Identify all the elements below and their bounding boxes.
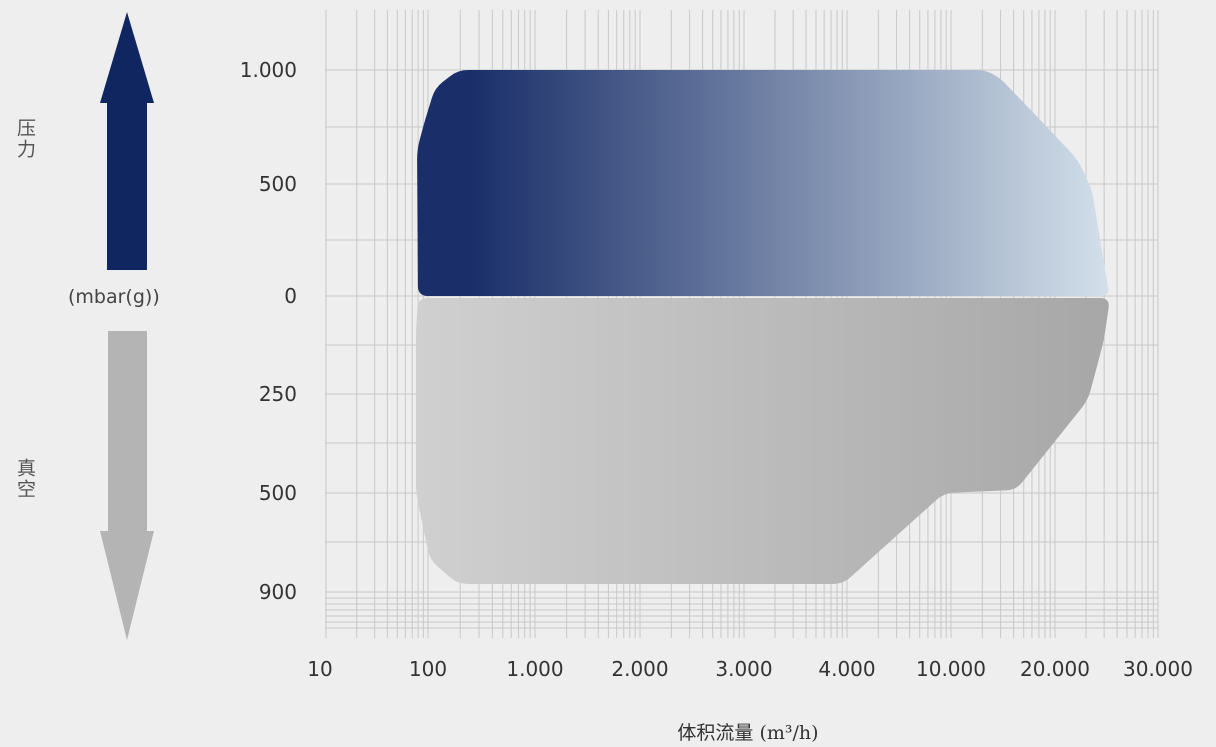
x-tick-label: 10: [307, 657, 332, 681]
vacuum-region: [416, 298, 1109, 584]
vacuum-arrow-icon: [100, 331, 154, 640]
pressure-label: 压力: [14, 118, 36, 160]
pressure-tick-label: 0: [284, 284, 297, 308]
x-tick-label: 2.000: [611, 657, 668, 681]
vacuum-tick-label: 500: [259, 481, 297, 505]
tick-labels: 10 100 1.000 2.000 3.000 4.000 10.000 20.000 30.…: [240, 58, 1193, 681]
x-tick-label: 4.000: [818, 657, 875, 681]
vacuum-tick-label: 900: [259, 580, 297, 604]
x-tick-label: 3.000: [715, 657, 772, 681]
x-tick-label: 1.000: [506, 657, 563, 681]
x-axis-title: 体积流量 (m³/h): [677, 722, 819, 744]
x-tick-label: 10.000: [916, 657, 986, 681]
unit-label: (mbar(g)): [68, 286, 160, 308]
vacuum-label: 真空: [14, 458, 36, 500]
pressure-region: [417, 70, 1109, 296]
pressure-tick-label: 1.000: [240, 58, 297, 82]
pressure-arrow-icon: [100, 12, 154, 270]
pressure-tick-label: 500: [259, 172, 297, 196]
x-tick-label: 30.000: [1123, 657, 1193, 681]
x-tick-label: 20.000: [1020, 657, 1090, 681]
vacuum-tick-label: 250: [259, 382, 297, 406]
x-tick-label: 100: [409, 657, 447, 681]
